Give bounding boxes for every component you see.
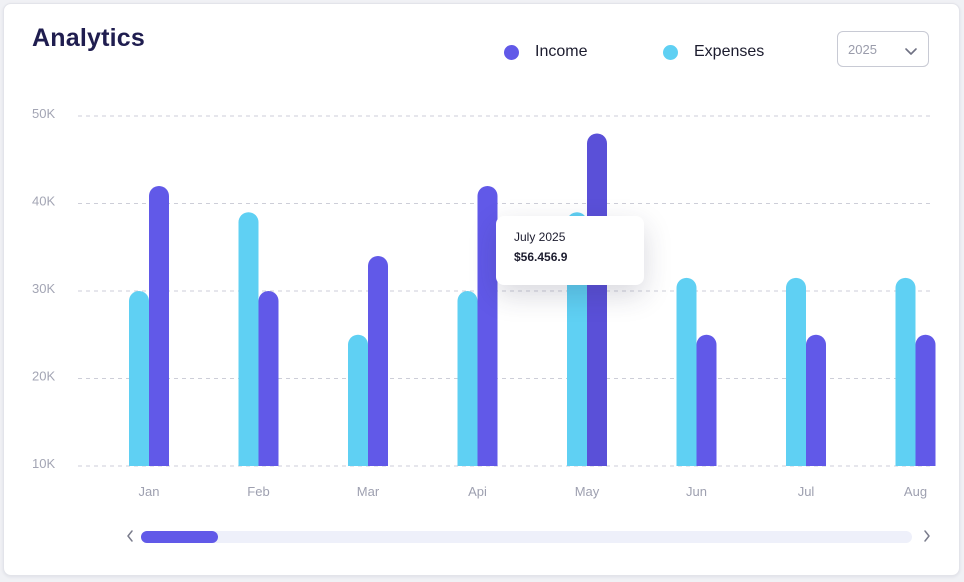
y-tick-label: 20K <box>32 369 55 384</box>
chart-scrollbar[interactable] <box>122 525 937 549</box>
legend-income-swatch <box>504 44 519 60</box>
year-select[interactable]: 2025 <box>837 31 929 67</box>
card-title: Analytics <box>32 24 145 52</box>
chart-tooltip: July 2025 $56.456.9 <box>496 216 644 285</box>
y-tick-label: 50K <box>32 106 55 121</box>
bar-income-jan[interactable] <box>149 186 169 476</box>
bar-income-jun[interactable] <box>696 334 717 476</box>
bar-expenses-aug[interactable] <box>895 277 916 476</box>
legend-income-label: Income <box>535 43 588 60</box>
legend-income: Income <box>504 43 587 61</box>
bar-expenses-jan[interactable] <box>129 291 149 476</box>
bar-income-may[interactable] <box>587 133 607 477</box>
scrollbar-thumb[interactable] <box>141 531 218 543</box>
legend-expenses-label: Expenses <box>694 43 765 60</box>
bar-income-api[interactable] <box>477 186 498 476</box>
x-tick-label: Mar <box>357 484 380 499</box>
bar-expenses-api[interactable] <box>457 291 478 476</box>
tooltip-value: $56.456.9 <box>514 250 568 264</box>
chevron-right-icon[interactable] <box>923 529 931 548</box>
x-tick-label: Api <box>468 484 487 499</box>
scrollbar-track[interactable] <box>141 531 912 543</box>
bar-expenses-jun[interactable] <box>676 277 697 476</box>
y-tick-label: 30K <box>32 281 55 296</box>
x-tick-label: Jun <box>686 484 707 499</box>
x-tick-label: Jul <box>798 484 815 499</box>
chevron-left-icon[interactable] <box>126 529 134 548</box>
x-tick-label: May <box>575 484 600 499</box>
chevron-down-icon <box>904 44 918 62</box>
legend-expenses-swatch <box>663 44 678 60</box>
bar-expenses-mar[interactable] <box>348 334 368 476</box>
bar-income-feb[interactable] <box>258 291 279 476</box>
y-tick-label: 40K <box>32 194 55 209</box>
year-select-value: 2025 <box>848 42 877 57</box>
x-tick-label: Jan <box>139 484 160 499</box>
bar-expenses-jul[interactable] <box>786 277 806 476</box>
y-tick-label: 10K <box>32 456 55 471</box>
x-tick-label: Aug <box>904 484 927 499</box>
legend-expenses: Expenses <box>663 43 764 61</box>
x-tick-label: Feb <box>247 484 269 499</box>
bar-expenses-feb[interactable] <box>238 212 259 476</box>
bar-income-aug[interactable] <box>915 334 936 476</box>
tooltip-title: July 2025 <box>514 230 566 244</box>
bar-income-jul[interactable] <box>806 334 826 476</box>
bar-income-mar[interactable] <box>368 256 388 476</box>
